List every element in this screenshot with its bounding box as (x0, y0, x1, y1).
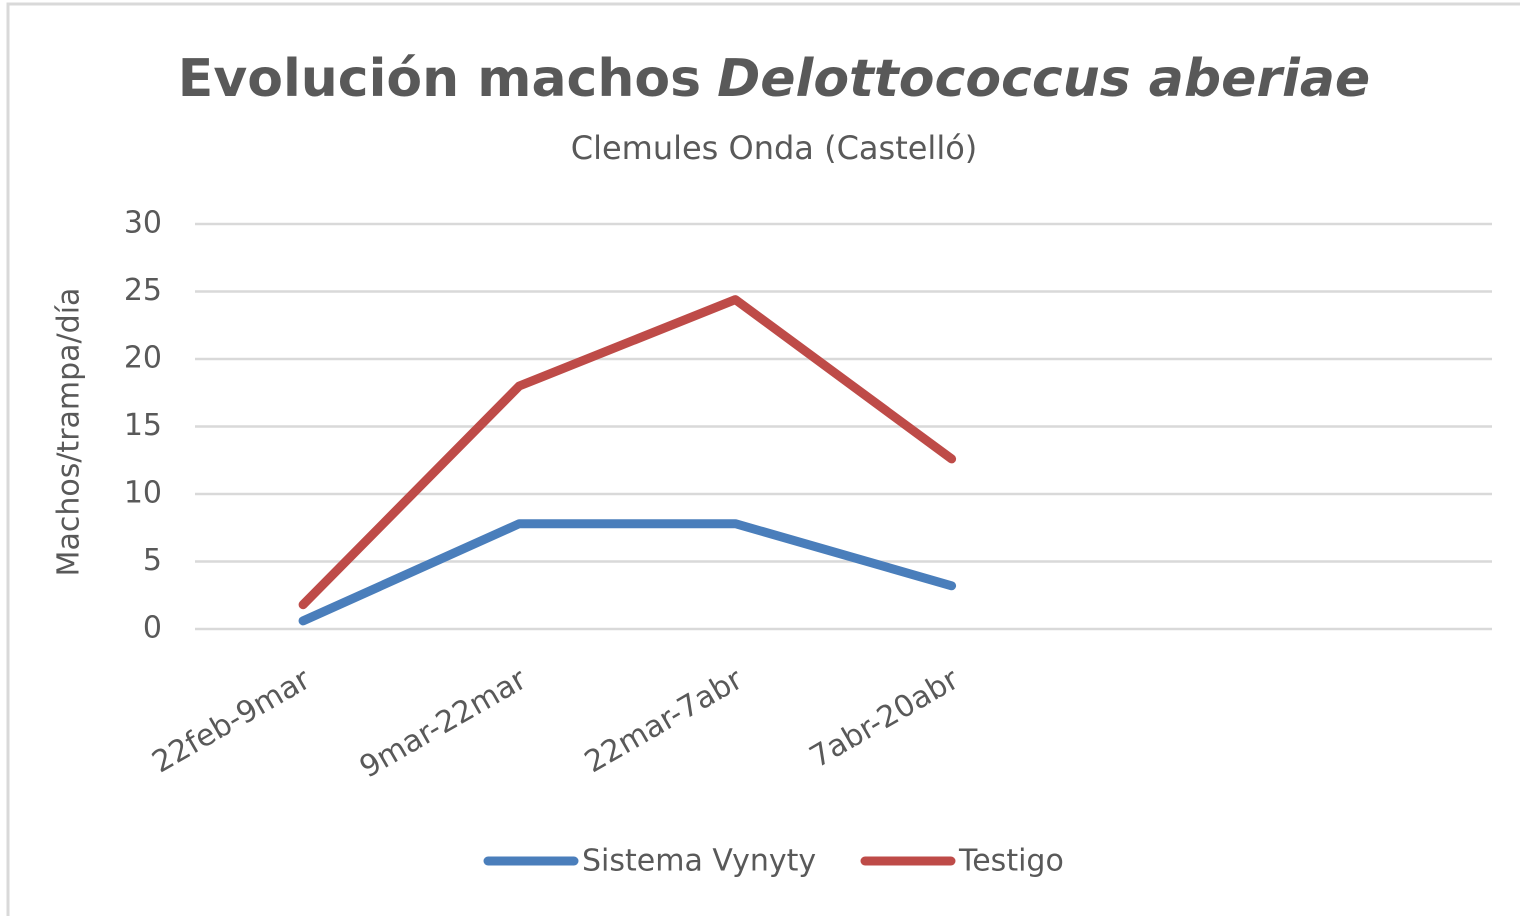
chart-frame (6, 2, 1520, 916)
chart-subtitle: Clemules Onda (Castelló) (571, 129, 978, 167)
legend-label: Testigo (958, 844, 1064, 879)
legend-label: Sistema Vynyty (582, 844, 816, 879)
y-tick-label: 20 (124, 341, 162, 376)
series-line (298, 519, 957, 626)
title-part: Evolución machos (178, 49, 701, 109)
y-tick-label: 15 (124, 408, 162, 443)
y-tick-label: 0 (143, 611, 162, 646)
y-tick-label: 30 (124, 206, 162, 241)
y-tick-label: 10 (124, 476, 162, 511)
series-line (298, 295, 957, 610)
y-tick-label: 5 (143, 543, 162, 578)
title-species: Delottococcus aberiae (717, 49, 1370, 109)
y-axis-label: Machos/trampa/día (52, 288, 87, 577)
y-tick-label: 25 (124, 273, 162, 308)
chart-title: Evolución machos Delottococcus aberiae (178, 49, 1370, 109)
